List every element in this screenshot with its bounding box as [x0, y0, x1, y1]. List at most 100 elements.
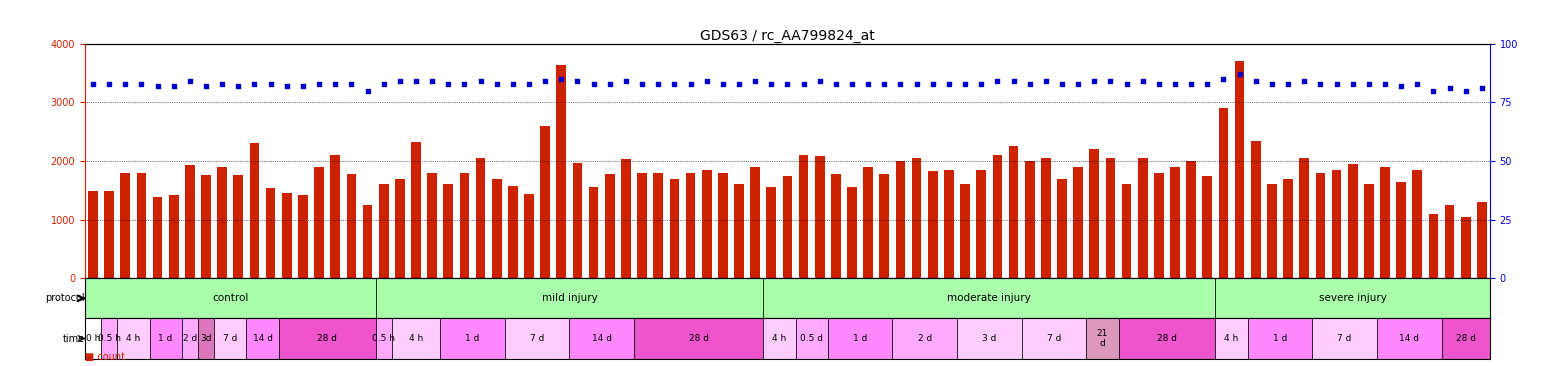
- Point: [1178, 81, 1203, 87]
- FancyBboxPatch shape: [1022, 318, 1087, 359]
- FancyBboxPatch shape: [635, 318, 763, 359]
- Point: [743, 78, 767, 84]
- Point: [485, 81, 510, 87]
- FancyBboxPatch shape: [892, 318, 957, 359]
- Point: [1437, 86, 1462, 92]
- FancyBboxPatch shape: [247, 318, 279, 359]
- Text: time: time: [63, 333, 85, 344]
- Point: [517, 81, 542, 87]
- FancyBboxPatch shape: [505, 318, 570, 359]
- Point: [80, 81, 105, 87]
- Bar: [395, 179, 405, 278]
- Text: 2 d: 2 d: [917, 334, 933, 343]
- Point: [662, 81, 687, 87]
- Point: [581, 81, 605, 87]
- Point: [1227, 71, 1252, 77]
- Bar: [508, 186, 517, 278]
- Point: [403, 78, 428, 84]
- Text: 0.5 h: 0.5 h: [97, 334, 120, 343]
- Point: [178, 78, 202, 84]
- Bar: [1073, 167, 1082, 278]
- Bar: [1106, 158, 1115, 278]
- Bar: [1122, 184, 1132, 278]
- Point: [905, 81, 929, 87]
- FancyBboxPatch shape: [182, 318, 198, 359]
- Point: [1115, 81, 1139, 87]
- Bar: [1186, 161, 1197, 278]
- Bar: [153, 197, 162, 278]
- FancyBboxPatch shape: [1215, 278, 1490, 318]
- Bar: [1090, 149, 1099, 278]
- Bar: [605, 174, 615, 278]
- FancyBboxPatch shape: [375, 318, 392, 359]
- Point: [1210, 76, 1235, 82]
- Point: [1050, 81, 1075, 87]
- Point: [678, 81, 703, 87]
- Bar: [283, 193, 292, 278]
- Point: [1357, 81, 1382, 87]
- Bar: [493, 179, 502, 278]
- Point: [275, 83, 300, 89]
- Bar: [831, 174, 841, 278]
- Text: 4 h: 4 h: [127, 334, 141, 343]
- Point: [953, 81, 977, 87]
- Point: [630, 81, 655, 87]
- Bar: [1300, 158, 1309, 278]
- Bar: [1218, 108, 1229, 278]
- Text: moderate injury: moderate injury: [948, 293, 1031, 303]
- Bar: [1461, 217, 1470, 278]
- Bar: [346, 174, 357, 278]
- Bar: [1170, 167, 1180, 278]
- Point: [1420, 88, 1445, 94]
- FancyBboxPatch shape: [85, 278, 375, 318]
- Bar: [993, 155, 1002, 278]
- Bar: [1396, 182, 1407, 278]
- Bar: [201, 175, 212, 278]
- Bar: [315, 167, 324, 278]
- Text: 4 h: 4 h: [409, 334, 423, 343]
- Bar: [185, 165, 195, 278]
- Bar: [880, 174, 889, 278]
- FancyBboxPatch shape: [1215, 318, 1248, 359]
- Bar: [363, 205, 372, 278]
- Bar: [1235, 61, 1244, 278]
- Bar: [1413, 170, 1422, 278]
- Text: ■ count: ■ count: [85, 352, 125, 362]
- FancyBboxPatch shape: [279, 318, 375, 359]
- Bar: [218, 167, 227, 278]
- Bar: [460, 173, 469, 278]
- FancyBboxPatch shape: [215, 318, 247, 359]
- Bar: [1445, 205, 1454, 278]
- Point: [1453, 88, 1478, 94]
- Point: [1340, 81, 1365, 87]
- Point: [193, 83, 218, 89]
- Point: [340, 81, 364, 87]
- Point: [1373, 81, 1397, 87]
- Text: 7 d: 7 d: [222, 334, 238, 343]
- Bar: [750, 167, 760, 278]
- Point: [1130, 78, 1155, 84]
- Text: 14 d: 14 d: [591, 334, 611, 343]
- Text: 7 d: 7 d: [1047, 334, 1061, 343]
- FancyBboxPatch shape: [1118, 318, 1215, 359]
- Point: [598, 81, 622, 87]
- Point: [565, 78, 590, 84]
- Bar: [1315, 173, 1325, 278]
- Text: 1 d: 1 d: [465, 334, 480, 343]
- Point: [1243, 78, 1268, 84]
- Bar: [766, 187, 777, 278]
- Bar: [1251, 141, 1260, 278]
- FancyBboxPatch shape: [85, 318, 100, 359]
- Bar: [783, 176, 792, 278]
- Point: [162, 83, 187, 89]
- Point: [323, 81, 347, 87]
- Bar: [588, 187, 599, 278]
- Text: 0.5 h: 0.5 h: [372, 334, 395, 343]
- Point: [225, 83, 250, 89]
- FancyBboxPatch shape: [375, 278, 763, 318]
- Bar: [1041, 158, 1050, 278]
- Point: [355, 88, 380, 94]
- Bar: [653, 173, 662, 278]
- Bar: [960, 184, 970, 278]
- Point: [1325, 81, 1349, 87]
